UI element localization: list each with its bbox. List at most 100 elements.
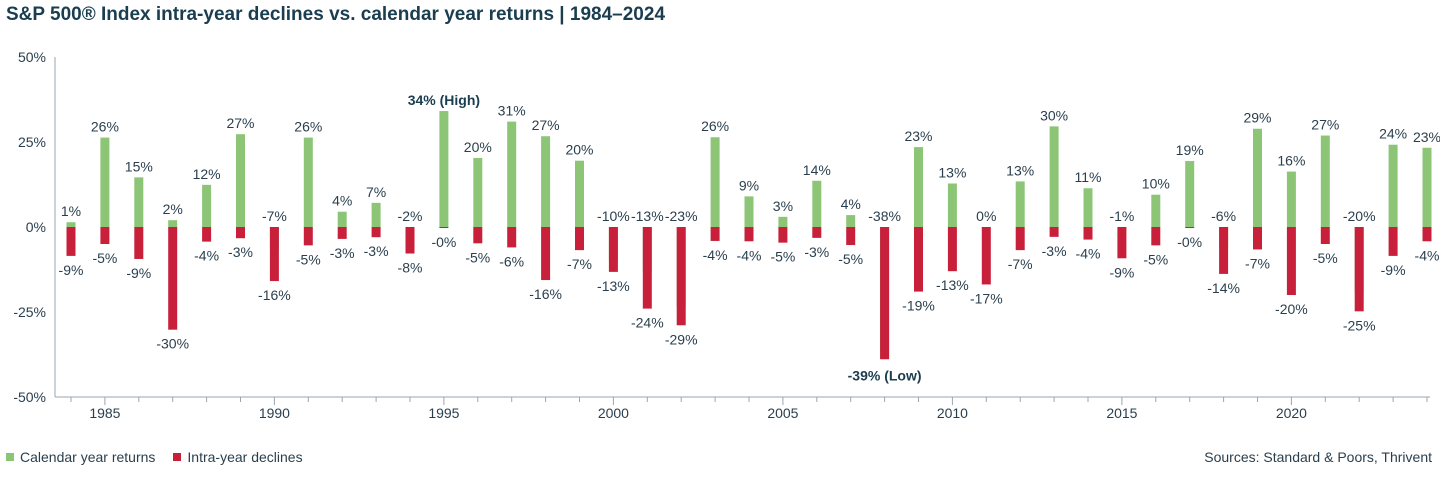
x-tick-label: 2000 (598, 405, 629, 421)
data-label-return: 12% (193, 166, 221, 182)
data-label-return: 10% (1142, 176, 1170, 192)
data-label-decline: -4% (1415, 247, 1440, 263)
bar-decline (846, 227, 856, 246)
legend-swatch-returns (6, 453, 14, 461)
data-label-decline: -3% (804, 244, 829, 260)
data-label-decline: -9% (59, 262, 84, 278)
bar-decline (575, 227, 584, 251)
bar-return (1422, 147, 1432, 227)
data-label-decline: -13% (936, 277, 969, 293)
data-label-return: 16% (1277, 153, 1305, 169)
data-label-decline: -25% (1343, 317, 1376, 333)
bar-decline (371, 227, 381, 238)
data-label-decline: -14% (1207, 280, 1240, 296)
bar-decline (439, 227, 449, 229)
source-note: Sources: Standard & Poors, Thrivent (1204, 449, 1432, 465)
x-tick-label: 2010 (937, 405, 968, 421)
bar-decline (676, 227, 686, 326)
bar-decline (134, 227, 144, 259)
data-label-decline: -4% (194, 248, 219, 264)
bar-return (947, 183, 957, 227)
x-tick-label: 2005 (767, 405, 798, 421)
legend-item-declines: Intra-year declines (173, 449, 303, 465)
data-label-return: 19% (1176, 142, 1204, 158)
bar-return (541, 136, 551, 227)
bar-decline (1286, 227, 1296, 295)
data-label-return: -6% (1211, 208, 1236, 224)
data-label-return: 29% (1243, 110, 1271, 126)
annotation-high: 34% (High) (408, 92, 480, 108)
bar-decline (1253, 227, 1262, 250)
data-label-decline: -7% (1008, 256, 1033, 272)
data-label-return: 2% (163, 201, 183, 217)
bar-decline (66, 227, 76, 256)
data-label-decline: -3% (364, 243, 389, 259)
bar-return (303, 137, 313, 227)
bar-return (439, 111, 449, 227)
chart-legend: Calendar year returns Intra-year decline… (6, 449, 321, 465)
bar-decline (744, 227, 754, 242)
bar-decline (236, 227, 245, 239)
bar-return (744, 196, 754, 227)
data-label-return: 20% (565, 142, 593, 158)
data-label-return: 4% (841, 196, 861, 212)
data-label-return: 11% (1075, 169, 1102, 185)
chart-plot: 50% 25% 0% -25% -50% 1985 1990 1995 2000 2005 2010… (13, 49, 1440, 421)
bar-decline (1388, 227, 1398, 256)
data-label-decline: -30% (156, 336, 189, 352)
bar-return (1185, 161, 1195, 227)
bar-decline (303, 227, 313, 246)
bar-return (1286, 171, 1296, 227)
data-label-return: 14% (803, 162, 831, 178)
data-label-return: -20% (1343, 208, 1376, 224)
data-label-decline: -5% (92, 250, 117, 266)
data-label-decline: -17% (970, 290, 1003, 306)
y-tick-label: -50% (13, 389, 46, 405)
data-label-decline: -5% (1143, 251, 1168, 267)
x-tick-label: 1985 (89, 405, 120, 421)
bar-decline (710, 227, 720, 241)
y-tick-label: -25% (13, 304, 46, 320)
data-label-return: 24% (1379, 126, 1407, 142)
bar-decline (1151, 227, 1161, 246)
data-label-return: -1% (1109, 208, 1134, 224)
data-label-return: 23% (1413, 129, 1440, 145)
bar-decline (541, 227, 551, 281)
legend-item-returns: Calendar year returns (6, 449, 155, 465)
data-label-decline: -9% (126, 265, 151, 281)
data-label-decline: -6% (499, 253, 524, 269)
data-label-decline: -16% (258, 287, 291, 303)
bar-decline (1015, 227, 1025, 251)
bar-decline (1320, 227, 1330, 244)
bar-return (812, 180, 822, 227)
data-label-decline: -3% (330, 245, 355, 261)
bar-return (168, 220, 178, 227)
bar-decline (1117, 227, 1127, 259)
data-label-return: 13% (1006, 162, 1034, 178)
data-label-return: 31% (498, 103, 526, 119)
bar-return (1049, 126, 1059, 227)
bar-return (914, 147, 923, 227)
bar-return (66, 222, 76, 227)
bar-return (575, 160, 584, 227)
data-label-decline: -7% (1245, 255, 1270, 271)
data-label-decline: -0% (1177, 234, 1202, 250)
bar-return (1253, 128, 1262, 227)
bar-decline (608, 227, 618, 272)
bar-return (1151, 194, 1161, 227)
bar-decline (1083, 227, 1093, 240)
data-label-return: 7% (366, 184, 386, 200)
bar-decline (1354, 227, 1364, 312)
data-label-return: 27% (226, 115, 254, 131)
data-label-return: 4% (332, 193, 352, 209)
bar-return (100, 137, 110, 227)
data-label-decline: -0% (431, 234, 456, 250)
data-label-return: 13% (938, 164, 966, 180)
data-label-decline: -13% (597, 278, 630, 294)
bar-return (1320, 135, 1330, 227)
bar-decline (981, 227, 991, 285)
data-label-return: -2% (398, 208, 423, 224)
data-label-decline: -20% (1275, 301, 1308, 317)
data-label-return: 9% (739, 177, 759, 193)
bar-decline (914, 227, 923, 292)
